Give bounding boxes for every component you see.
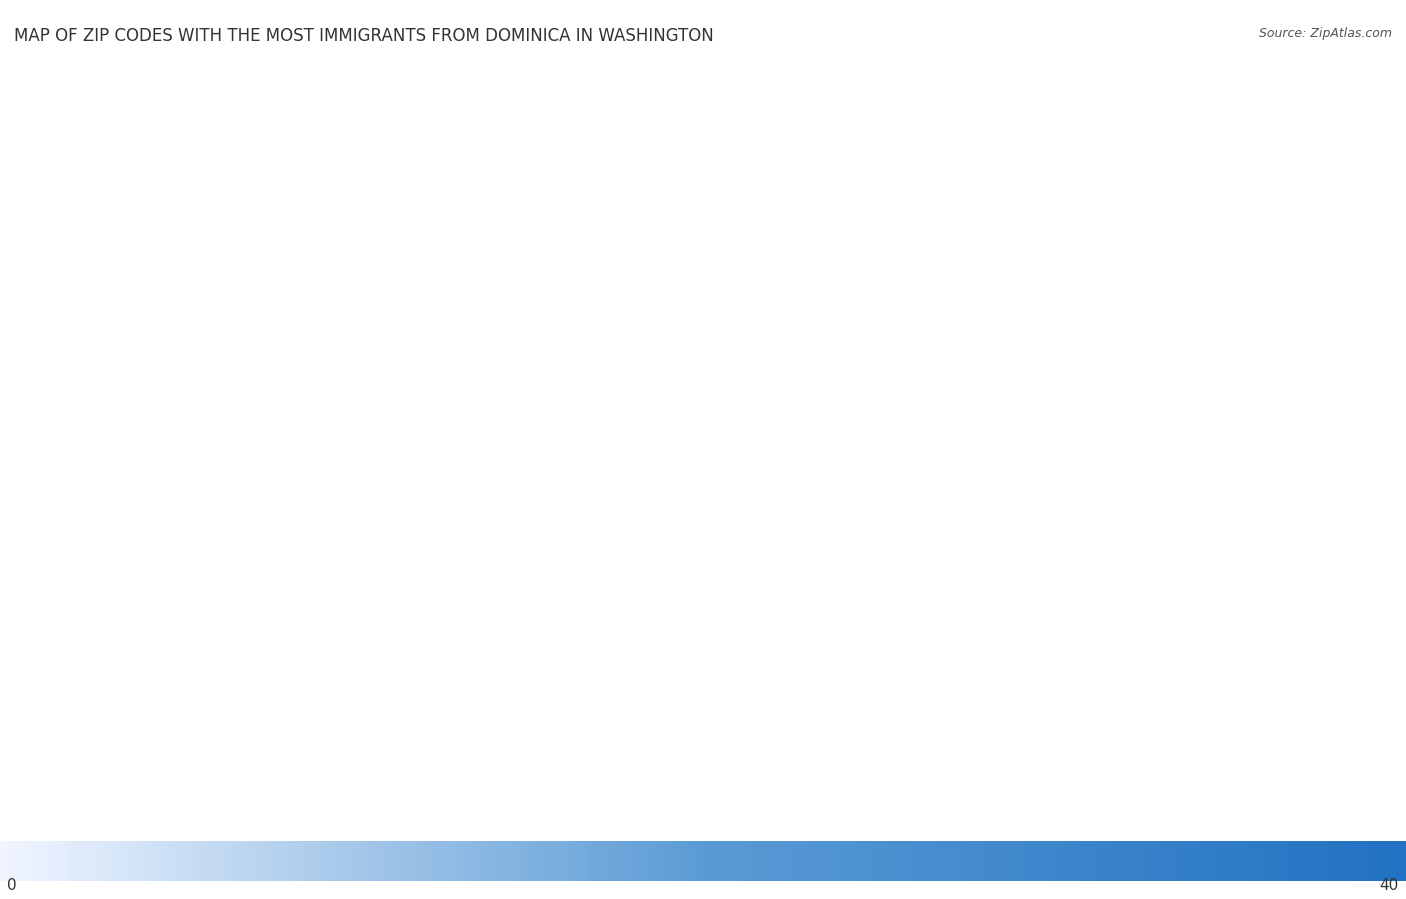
Text: 40: 40 — [1379, 878, 1399, 893]
Text: Source: ZipAtlas.com: Source: ZipAtlas.com — [1258, 27, 1392, 40]
Text: MAP OF ZIP CODES WITH THE MOST IMMIGRANTS FROM DOMINICA IN WASHINGTON: MAP OF ZIP CODES WITH THE MOST IMMIGRANT… — [14, 27, 714, 45]
Text: 0: 0 — [7, 878, 17, 893]
